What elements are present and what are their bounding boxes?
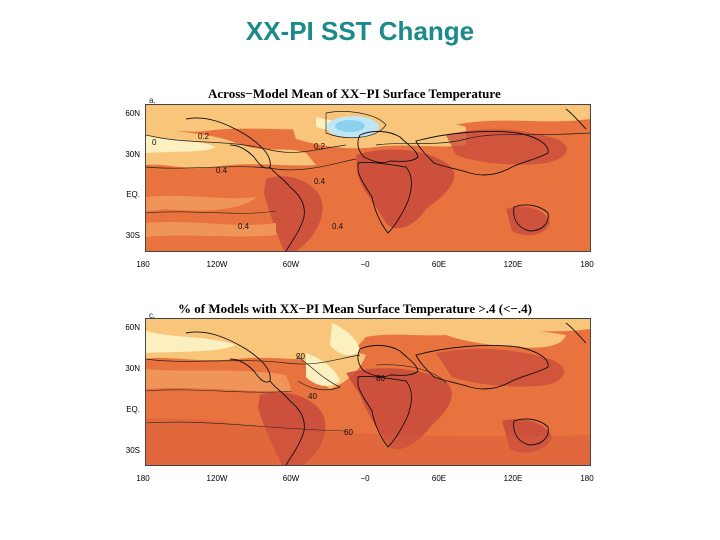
dark-warm-region: [506, 206, 550, 236]
coastlines: [185, 108, 587, 251]
contour-label: 60: [344, 428, 353, 437]
panel-c-lon-60w: 60W: [282, 474, 300, 483]
panel-c-lon-180e: 180: [580, 474, 594, 483]
contour-label: 0.2: [198, 132, 210, 141]
panel-c-map-svg: 20 40 60 80: [146, 319, 590, 465]
cool-anomaly-core: [335, 120, 365, 132]
dark-warm-region: [346, 368, 452, 450]
contour-label: 0.4: [238, 222, 250, 231]
panel-c-lon-0: −0: [360, 474, 370, 483]
panel-a-lat-eq: EQ.: [126, 190, 140, 199]
panel-a-letter: a.: [149, 96, 156, 105]
contour-label: 0: [152, 138, 157, 147]
contour-label: 0.2: [314, 142, 326, 151]
contour-line: [146, 421, 347, 432]
panel-a-lat-30n: 30N: [125, 150, 140, 159]
panel-c-lon-120e: 120E: [503, 474, 523, 483]
panel-c-lon-60e: 60E: [431, 474, 447, 483]
panel-c-map: 20 40 60 80: [145, 318, 591, 466]
contour-label: 80: [376, 374, 385, 383]
panel-c-title: % of Models with XX−PI Mean Surface Temp…: [178, 301, 532, 316]
contour-line: [325, 111, 387, 138]
dark-warm-region: [436, 348, 564, 387]
panel-c-lat-30n: 30N: [125, 364, 140, 373]
panel-c-lat-60n: 60N: [125, 323, 140, 332]
pale-region: [146, 331, 236, 353]
light-band: [446, 325, 566, 348]
pale-region: [306, 353, 340, 386]
panel-c-lon-120w: 120W: [206, 474, 228, 483]
panel-a-lat-30s: 30S: [125, 231, 140, 240]
dark-warm-region: [264, 176, 323, 251]
contour-line: [375, 132, 590, 146]
panel-a-lon-60w: 60W: [282, 260, 300, 269]
dark-warm-region: [356, 149, 455, 229]
contour-line: [146, 210, 277, 214]
contour-line: [146, 134, 347, 153]
dark-warm-region: [502, 418, 552, 453]
pale-region: [330, 323, 360, 356]
panel-c-lat-30s: 30S: [125, 446, 140, 455]
contour-line: [146, 389, 293, 393]
panel-c-letter: c.: [149, 311, 156, 320]
panel-a-title: Across−Model Mean of XX−PI Surface Tempe…: [208, 86, 501, 101]
panel-c-lon-180w: 180: [136, 474, 150, 483]
contour-label: 0.4: [332, 222, 344, 231]
panel-a-lon-180w: 180: [136, 260, 150, 269]
panel-a-lon-60e: 60E: [431, 260, 447, 269]
contour-label: 0.4: [216, 166, 228, 175]
panel-c-lat-eq: EQ.: [126, 405, 140, 414]
contour-label: 0.4: [314, 177, 326, 186]
coastlines: [185, 322, 587, 465]
dark-warm-region: [446, 129, 567, 165]
contour-label: 40: [308, 392, 317, 401]
panel-a-lon-120w: 120W: [206, 260, 228, 269]
contour-line: [295, 354, 341, 391]
panel-a-map-svg: 0 0.2 0.2 0.4 0.4 0.4 0.4: [146, 105, 590, 251]
panel-a-lon-180e: 180: [580, 260, 594, 269]
mid-warm-region: [146, 195, 256, 211]
panel-a-lon-0: −0: [360, 260, 370, 269]
mid-warm-region: [146, 369, 292, 392]
dark-warm-region: [146, 418, 590, 465]
contour-line: [146, 354, 361, 365]
panel-a-lat-60n: 60N: [125, 109, 140, 118]
slide-title: XX-PI SST Change: [245, 16, 475, 46]
contour-line: [146, 158, 357, 171]
panel-a-lon-120e: 120E: [503, 260, 523, 269]
panel-a-map: 0 0.2 0.2 0.4 0.4 0.4 0.4: [145, 104, 591, 252]
mid-warm-region: [146, 222, 276, 237]
contour-label: 20: [296, 352, 305, 361]
light-band: [146, 123, 316, 169]
pale-region: [146, 135, 216, 153]
